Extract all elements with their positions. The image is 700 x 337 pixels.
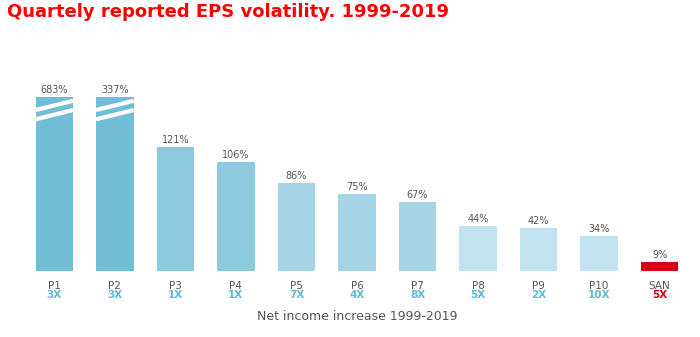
- Bar: [641, 262, 678, 271]
- Bar: [459, 226, 497, 271]
- Text: 4X: 4X: [349, 290, 365, 300]
- Text: 1X: 1X: [168, 290, 183, 300]
- Bar: [278, 183, 315, 271]
- Text: 3X: 3X: [47, 290, 62, 300]
- Text: 2X: 2X: [531, 290, 546, 300]
- Text: 683%: 683%: [41, 85, 68, 95]
- Bar: [157, 147, 194, 271]
- Bar: [96, 97, 134, 271]
- Text: 7X: 7X: [289, 290, 304, 300]
- Text: 67%: 67%: [407, 190, 428, 201]
- Text: 8X: 8X: [410, 290, 425, 300]
- Text: 1X: 1X: [228, 290, 244, 300]
- Text: Quartely reported EPS volatility. 1999-2019: Quartely reported EPS volatility. 1999-2…: [7, 3, 449, 21]
- Text: 3X: 3X: [107, 290, 122, 300]
- Bar: [580, 236, 618, 271]
- Text: 337%: 337%: [101, 85, 129, 95]
- Text: 10X: 10X: [588, 290, 610, 300]
- Text: 34%: 34%: [589, 224, 610, 234]
- Text: 75%: 75%: [346, 182, 368, 192]
- Text: 86%: 86%: [286, 171, 307, 181]
- Text: 5X: 5X: [470, 290, 486, 300]
- Text: 106%: 106%: [222, 150, 250, 160]
- Bar: [217, 162, 255, 271]
- Text: 44%: 44%: [468, 214, 489, 224]
- Bar: [338, 194, 376, 271]
- Text: 121%: 121%: [162, 135, 189, 145]
- Bar: [399, 203, 436, 271]
- Text: Net income increase 1999-2019: Net income increase 1999-2019: [257, 310, 457, 323]
- Bar: [520, 228, 557, 271]
- Text: 9%: 9%: [652, 250, 667, 260]
- Text: 42%: 42%: [528, 216, 550, 226]
- Bar: [36, 97, 73, 271]
- Text: 5X: 5X: [652, 290, 667, 300]
